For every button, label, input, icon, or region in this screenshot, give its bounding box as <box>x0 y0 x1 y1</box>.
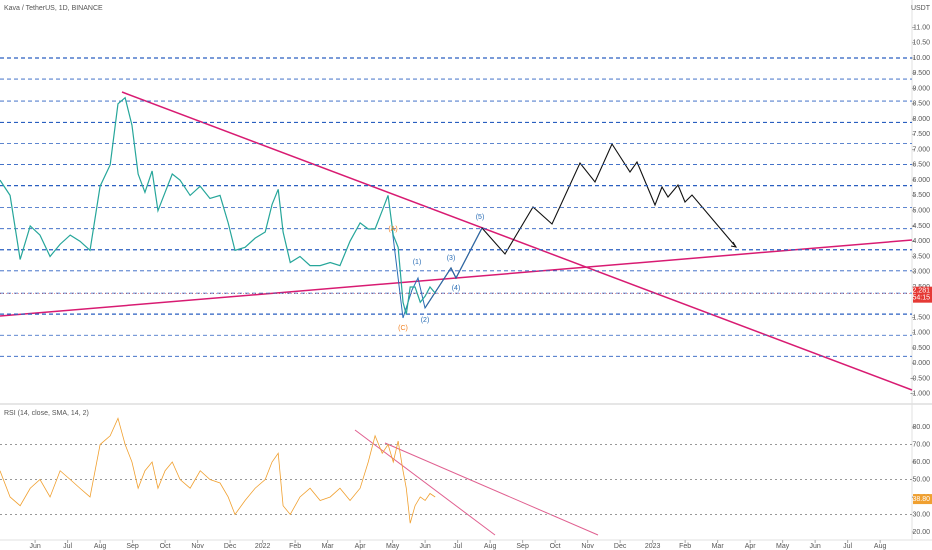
x-tick-label: 2023 <box>645 543 661 550</box>
wave-label: (A) <box>388 226 397 233</box>
y-tick-label: 6.000 <box>912 177 930 184</box>
y-tick-label: 4.500 <box>912 223 930 230</box>
y-tick-label: 10.50 <box>912 40 930 47</box>
y-tick-label: 1.500 <box>912 314 930 321</box>
rsi-line <box>0 417 436 524</box>
x-tick-label: Oct <box>550 543 561 550</box>
wave-label: (3) <box>447 255 456 262</box>
x-tick-label: Feb <box>679 543 691 550</box>
x-tick-label: Aug <box>94 543 107 550</box>
wave-label: (5) <box>476 214 485 221</box>
x-tick-label: Feb <box>289 543 301 550</box>
y-tick-label: 30.00 <box>912 511 930 518</box>
y-tick-label: 5.000 <box>912 208 930 215</box>
x-tick-label: Jun <box>419 543 430 550</box>
x-tick-label: Dec <box>224 543 237 550</box>
y-tick-label: 7.000 <box>912 146 930 153</box>
trend-line <box>121 91 913 391</box>
y-tick-label: 70.00 <box>912 441 930 448</box>
wave-label: (C) <box>398 325 408 332</box>
x-tick-label: Dec <box>614 543 627 550</box>
x-tick-label: Mar <box>712 543 725 550</box>
rsi-label-box <box>913 494 932 505</box>
chart-title: Kava / TetherUS, 1D, BINANCE <box>4 5 103 12</box>
y-tick-label: 20.00 <box>912 529 930 536</box>
x-tick-label: Nov <box>581 543 594 550</box>
y-tick-label: 1.000 <box>912 330 930 337</box>
currency-label: USDT <box>911 5 931 12</box>
x-tick-label: Aug <box>874 543 887 550</box>
y-tick-label: 80.00 <box>912 424 930 431</box>
x-tick-label: Sep <box>516 543 529 550</box>
y-tick-label: 10.00 <box>912 55 930 62</box>
x-tick-label: Nov <box>191 543 204 550</box>
y-tick-label: 4.000 <box>912 238 930 245</box>
arrow-head <box>730 241 738 248</box>
x-tick-label: Aug <box>484 543 497 550</box>
wave-label: (2) <box>421 317 430 324</box>
wave-label: (4) <box>452 285 461 292</box>
x-tick-label: Jul <box>63 543 72 550</box>
price-line <box>0 96 436 315</box>
y-tick-label: 0.500 <box>912 345 930 352</box>
x-tick-label: 2022 <box>255 543 271 550</box>
y-tick-label: 3.000 <box>912 269 930 276</box>
price-label-box <box>913 286 932 303</box>
y-tick-label: 9.500 <box>912 70 930 77</box>
rsi-trend-line <box>354 429 496 536</box>
x-tick-label: May <box>386 543 400 550</box>
countdown-label: 54:15 <box>912 295 930 302</box>
y-tick-label: -0.500 <box>910 375 930 382</box>
x-tick-label: Jul <box>843 543 852 550</box>
x-tick-label: Mar <box>322 543 335 550</box>
y-tick-label: 50.00 <box>912 476 930 483</box>
x-tick-label: Jul <box>453 543 462 550</box>
y-tick-label: 8.000 <box>912 116 930 123</box>
rsi-title: RSI (14, close, SMA, 14, 2) <box>4 410 89 417</box>
y-tick-label: 6.500 <box>912 162 930 169</box>
y-tick-label: -1.000 <box>910 391 930 398</box>
y-tick-label: 9.000 <box>912 85 930 92</box>
x-tick-label: Jun <box>809 543 820 550</box>
y-tick-label: 0.000 <box>912 360 930 367</box>
rsi-trend-line <box>384 442 599 536</box>
x-tick-label: Sep <box>126 543 139 550</box>
y-tick-label: 11.00 <box>913 24 930 31</box>
rsi-label: 38.80 <box>912 496 930 503</box>
wave-label: (1) <box>413 259 422 266</box>
x-tick-label: May <box>776 543 790 550</box>
y-tick-label: 3.500 <box>912 253 930 260</box>
x-tick-label: Apr <box>745 543 757 550</box>
y-tick-label: 5.500 <box>912 192 930 199</box>
x-tick-label: Apr <box>355 543 367 550</box>
x-tick-label: Jun <box>29 543 40 550</box>
x-tick-label: Oct <box>160 543 171 550</box>
price-label: 2.281 <box>912 288 930 295</box>
y-tick-label: 60.00 <box>912 459 930 466</box>
y-tick-label: 8.500 <box>912 101 930 108</box>
y-tick-label: 7.500 <box>912 131 930 138</box>
